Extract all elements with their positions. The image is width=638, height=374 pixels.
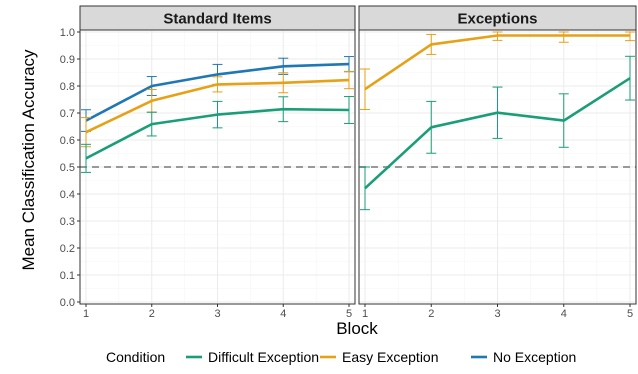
panel-title: Standard Items <box>163 11 271 28</box>
y-tick-label: 0.9 <box>60 54 75 66</box>
error-bar <box>344 70 354 90</box>
series-easy-exception <box>360 31 635 110</box>
y-tick-label: 0.0 <box>60 297 75 309</box>
x-tick-label: 1 <box>362 308 368 320</box>
legend-title: Condition <box>106 349 165 365</box>
panel-standard-items: Standard Items 1 2 3 4 5 0.0 0.1 0.2 0.3 0.4 0.5 0.6… <box>60 5 356 320</box>
series-line <box>364 34 630 91</box>
series-line <box>85 107 350 160</box>
panel-title: Exceptions <box>457 11 537 28</box>
series-line <box>85 78 350 134</box>
error-bar <box>360 166 370 211</box>
y-tick-label: 0.4 <box>60 189 75 201</box>
panels-layer: Standard Items 1 2 3 4 5 0.0 0.1 0.2 0.3 0.4 0.5 0.6… <box>60 5 637 320</box>
y-tick-label: 1.0 <box>60 27 75 39</box>
x-tick-label: 5 <box>627 308 633 320</box>
y-tick-label: 0.1 <box>60 270 75 282</box>
y-tick-label: 0.7 <box>60 108 75 120</box>
legend-label: Easy Exception <box>342 349 439 365</box>
series-difficult-exception <box>360 55 635 211</box>
x-tick-label: 2 <box>428 308 434 320</box>
legend: Condition Difficult Exception Easy Except… <box>106 349 576 365</box>
x-tick-label: 2 <box>149 308 155 320</box>
x-tick-label: 4 <box>561 308 567 320</box>
x-tick-label: 3 <box>214 308 220 320</box>
y-tick-label: 0.3 <box>60 216 75 228</box>
series-line <box>85 62 350 122</box>
series-line <box>364 77 631 190</box>
error-bar <box>558 31 569 43</box>
series-easy-exception <box>81 70 354 148</box>
panel-strip <box>358 5 637 31</box>
legend-item-easy-exception: Easy Exception <box>320 349 439 365</box>
panel-strip <box>79 5 356 31</box>
error-bar <box>625 55 635 101</box>
x-tick-label: 1 <box>83 308 89 320</box>
y-tick-label: 0.6 <box>60 135 75 147</box>
x-tick-label: 5 <box>346 308 352 320</box>
y-axis-title: Mean Classification Accuracy <box>19 49 38 271</box>
panel-exceptions: Exceptions 1 2 3 4 5 <box>358 5 637 320</box>
y-tick-label: 0.2 <box>60 243 75 255</box>
series-difficult-exception <box>81 96 354 173</box>
legend-label: No Exception <box>493 349 576 365</box>
y-tick-label: 0.8 <box>60 81 75 93</box>
x-tick-label: 3 <box>494 308 500 320</box>
x-axis-title: Block <box>336 319 378 338</box>
legend-item-difficult-exception: Difficult Exception <box>186 349 319 365</box>
x-tick-label: 4 <box>280 308 286 320</box>
error-bar <box>344 96 354 125</box>
y-tick-label: 0.5 <box>60 162 75 174</box>
legend-label: Difficult Exception <box>208 349 319 365</box>
error-bar <box>360 68 370 110</box>
legend-item-no-exception: No Exception <box>471 349 576 365</box>
